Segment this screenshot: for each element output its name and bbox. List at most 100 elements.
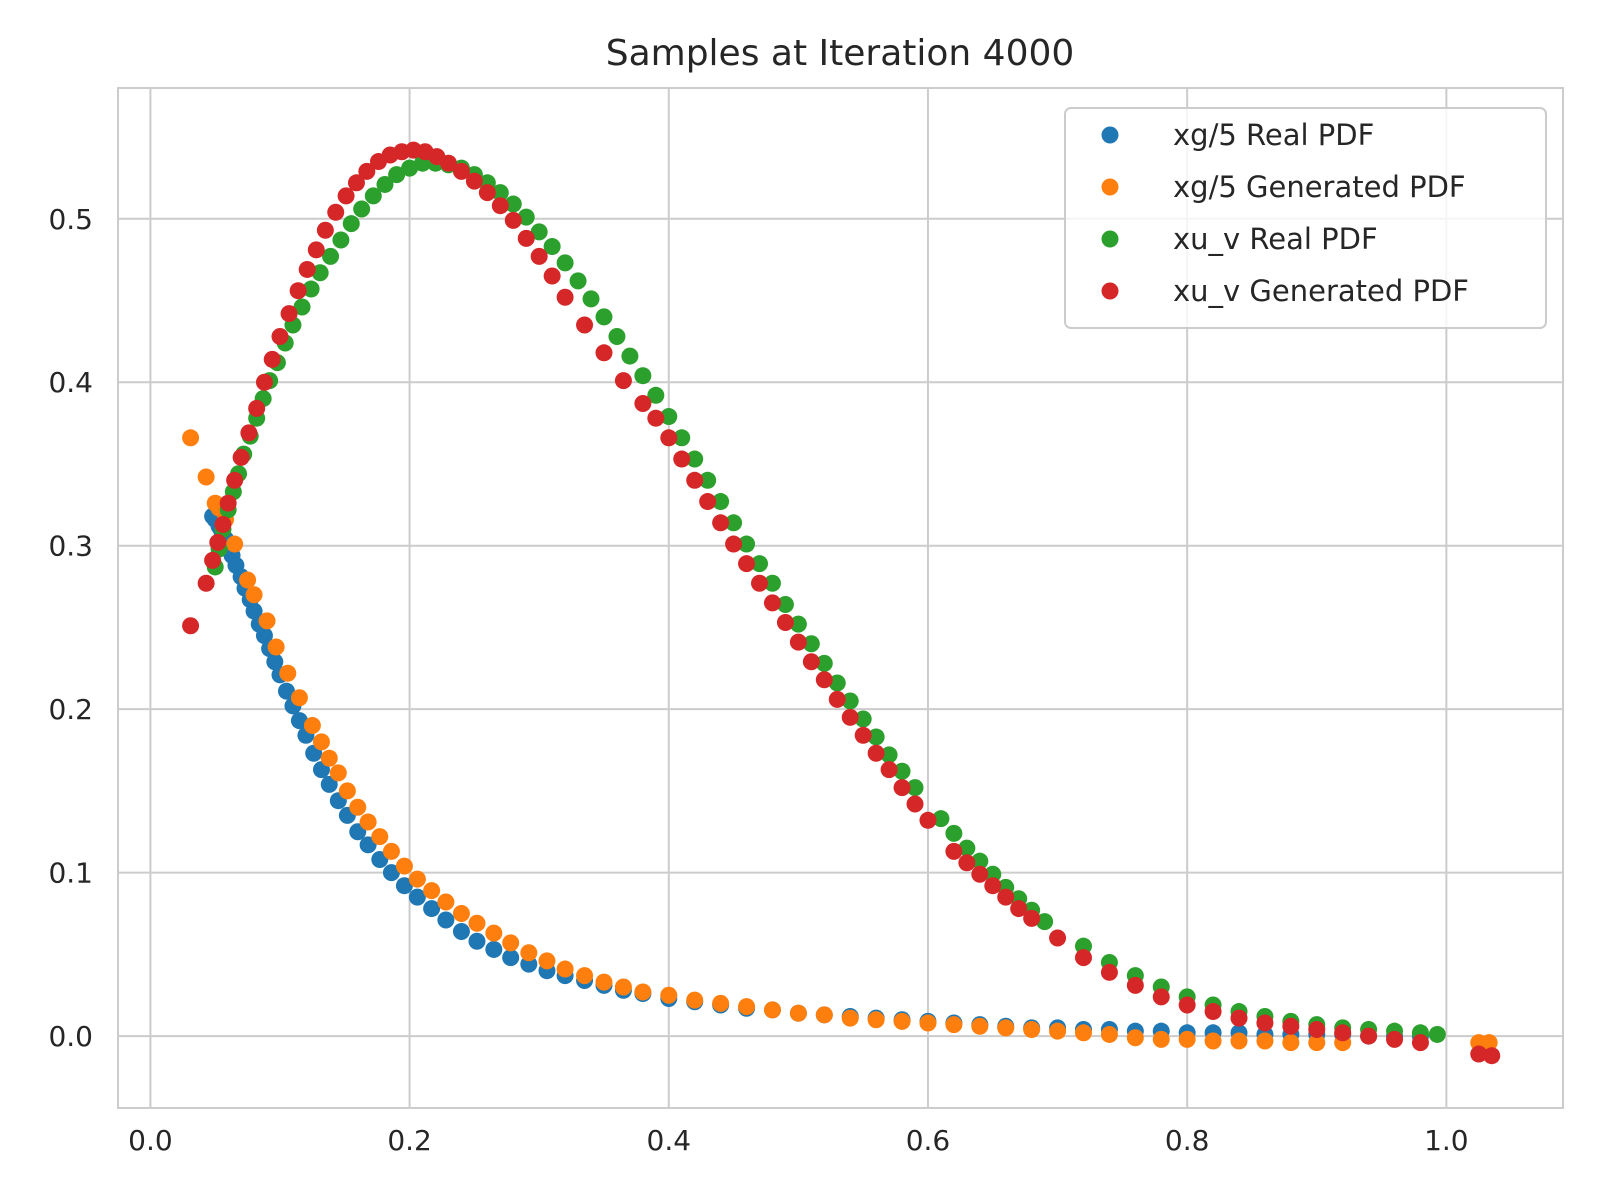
scatter-point <box>439 154 457 172</box>
scatter-point <box>1308 1034 1326 1052</box>
scatter-point <box>485 924 503 942</box>
scatter-point <box>342 215 360 233</box>
data-points <box>182 141 1501 1065</box>
scatter-point <box>226 535 244 553</box>
scatter-point <box>316 221 334 239</box>
scatter-point <box>1483 1047 1501 1065</box>
scatter-point <box>634 394 652 412</box>
scatter-point <box>893 779 911 797</box>
scatter-point <box>906 795 924 813</box>
scatter-point <box>582 290 600 308</box>
scatter-point <box>1411 1034 1429 1052</box>
scatter-point <box>538 952 556 970</box>
scatter-point <box>530 223 548 241</box>
scatter-point <box>423 900 441 918</box>
scatter-point <box>893 762 911 780</box>
scatter-point <box>543 238 561 256</box>
scatter-point <box>337 187 355 205</box>
scatter-point <box>1178 996 1196 1014</box>
x-tick-label: 1.0 <box>1424 1124 1469 1157</box>
scatter-point <box>478 184 496 202</box>
scatter-point <box>293 298 311 316</box>
scatter-point <box>290 712 308 730</box>
series-1 <box>182 429 1498 1052</box>
scatter-point <box>1470 1045 1488 1063</box>
x-tick-label: 0.2 <box>387 1124 432 1157</box>
scatter-point <box>621 347 639 365</box>
scatter-point <box>595 973 613 991</box>
scatter-point <box>984 877 1002 895</box>
scatter-point <box>311 264 329 282</box>
x-tick-label: 0.0 <box>128 1124 173 1157</box>
y-tick-label: 0.4 <box>48 366 93 399</box>
scatter-point <box>197 574 215 592</box>
scatter-point <box>266 653 284 671</box>
scatter-point <box>725 514 743 532</box>
scatter-point <box>1282 1034 1300 1052</box>
scatter-point <box>214 515 232 533</box>
scatter-point <box>1178 1030 1196 1048</box>
scatter-point <box>712 514 730 532</box>
scatter-point <box>880 761 898 779</box>
scatter-point <box>255 373 273 391</box>
scatter-point <box>322 247 340 265</box>
scatter-point <box>880 746 898 764</box>
scatter-point <box>776 614 794 632</box>
scatter-point <box>841 692 859 710</box>
scatter-point <box>485 940 503 958</box>
scatter-point <box>828 674 846 692</box>
scatter-point <box>854 710 872 728</box>
scatter-point <box>556 960 574 978</box>
scatter-point <box>738 998 756 1016</box>
scatter-point <box>660 408 678 426</box>
scatter-point <box>219 494 237 512</box>
y-tick-label: 0.0 <box>48 1020 93 1053</box>
scatter-point <box>712 493 730 511</box>
scatter-point <box>517 229 535 247</box>
scatter-point <box>867 744 885 762</box>
scatter-point <box>329 764 347 782</box>
scatter-point <box>267 638 285 656</box>
scatter-point <box>312 733 330 751</box>
scatter-point <box>1308 1021 1326 1039</box>
scatter-point <box>359 813 377 831</box>
scatter-point <box>556 288 574 306</box>
scatter-point <box>182 617 200 635</box>
legend-marker <box>1101 282 1119 300</box>
scatter-point <box>277 682 295 700</box>
scatter-point <box>452 904 470 922</box>
scatter-point <box>932 810 950 828</box>
scatter-point <box>358 162 376 180</box>
scatter-point <box>647 386 665 404</box>
scatter-point <box>1386 1030 1404 1048</box>
scatter-point <box>353 200 371 218</box>
scatter-point <box>303 717 321 734</box>
scatter-point <box>491 197 509 215</box>
scatter-point <box>841 1009 859 1027</box>
scatter-point <box>815 1006 833 1024</box>
grid-lines <box>118 88 1563 1108</box>
scatter-point <box>725 535 743 553</box>
scatter-point <box>738 555 756 573</box>
scatter-point <box>647 409 665 427</box>
scatter-point <box>828 690 846 708</box>
scatter-point <box>1023 909 1041 927</box>
scatter-point <box>289 282 307 300</box>
scatter-point <box>1230 1009 1248 1027</box>
scatter-point <box>945 824 963 842</box>
scatter-point <box>699 493 717 511</box>
scatter-point <box>255 627 273 645</box>
scatter-point <box>802 635 820 653</box>
scatter-point <box>332 231 350 249</box>
axis-ticks: 0.0 0.2 0.4 0.6 0.8 1.0 0.0 0.1 0.2 0.3 0.4 0.5 <box>48 203 1468 1157</box>
scatter-point <box>776 596 794 614</box>
scatter-point <box>452 162 470 180</box>
scatter-point <box>1152 988 1170 1006</box>
scatter-point <box>789 1004 807 1022</box>
scatter-point <box>763 594 781 612</box>
x-tick-label: 0.4 <box>647 1124 692 1157</box>
scatter-point <box>1049 929 1067 947</box>
scatter-point <box>504 211 522 229</box>
